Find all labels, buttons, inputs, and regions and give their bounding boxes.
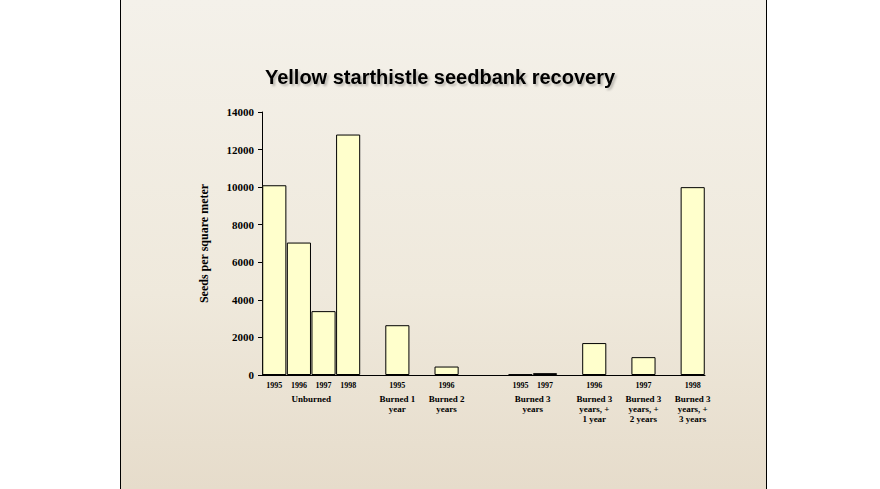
svg-text:14000: 14000 [227,106,255,118]
svg-text:6000: 6000 [232,256,255,268]
svg-text:2 years: 2 years [630,414,658,424]
svg-text:1996: 1996 [439,381,455,390]
svg-text:years: years [436,404,457,414]
svg-text:1997: 1997 [635,381,651,390]
svg-text:0: 0 [249,369,255,381]
svg-text:4000: 4000 [232,294,255,306]
svg-text:1996: 1996 [586,381,602,390]
svg-text:1995: 1995 [266,381,282,390]
svg-text:Burned 1: Burned 1 [379,394,415,404]
svg-text:Unburned: Unburned [291,394,331,404]
svg-text:1997: 1997 [316,381,332,390]
svg-text:Yellow starthistle seedbank re: Yellow starthistle seedbank recovery [265,66,616,88]
svg-text:years: years [522,404,543,414]
svg-text:2000: 2000 [232,331,255,343]
svg-text:12000: 12000 [227,144,255,156]
svg-text:years, +: years, + [579,404,609,414]
svg-text:1 year: 1 year [582,414,606,424]
svg-text:Burned 3: Burned 3 [626,394,662,404]
svg-text:Burned 2: Burned 2 [429,394,465,404]
svg-text:1996: 1996 [291,381,307,390]
svg-text:year: year [389,404,406,414]
svg-text:10000: 10000 [227,181,255,193]
svg-text:1995: 1995 [389,381,405,390]
svg-text:Burned 3: Burned 3 [576,394,612,404]
svg-text:3 years: 3 years [679,414,707,424]
svg-text:Burned 3: Burned 3 [675,394,711,404]
svg-text:8000: 8000 [232,219,255,231]
svg-text:Seeds per square meter: Seeds per square meter [197,183,211,303]
svg-text:1995: 1995 [512,381,528,390]
svg-text:years, +: years, + [628,404,658,414]
svg-text:1998: 1998 [340,381,356,390]
svg-text:1998: 1998 [685,381,701,390]
svg-text:1997: 1997 [537,381,553,390]
svg-text:Burned 3: Burned 3 [515,394,551,404]
svg-text:years, +: years, + [678,404,708,414]
